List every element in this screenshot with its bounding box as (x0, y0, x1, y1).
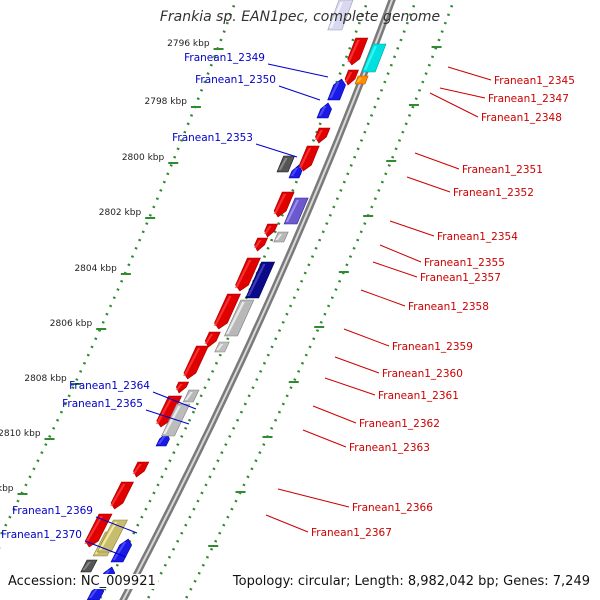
leader-line-plus (372, 261, 418, 278)
gene-Franean1_2355 (263, 223, 279, 238)
leader-line-plus (302, 429, 347, 448)
leader-line-plus (429, 92, 479, 118)
tick-label: 2810 kbp (0, 429, 41, 439)
backbone-layer (119, 0, 396, 600)
tick-label: 2804 kbp (74, 264, 117, 274)
leader-line-minus (95, 516, 138, 534)
gene-navy-a (245, 261, 276, 299)
gene-Franean1_2348 (354, 75, 369, 85)
gene-label-plus: Franean1_2357 (420, 272, 501, 284)
gene-grey-minus-b (80, 559, 98, 573)
leader-line-minus (255, 143, 298, 158)
gene-label-plus: Franean1_2351 (462, 164, 543, 176)
gene-label-plus: Franean1_2355 (424, 257, 505, 269)
tick-label: 2796 kbp (167, 39, 210, 49)
genome-backbone-highlight (122, 0, 394, 600)
gene-label-plus: Franean1_2367 (311, 527, 392, 539)
leader-line-plus (360, 289, 406, 307)
gene-Franean1_2360 (183, 345, 209, 380)
gene-grey-minus-a (276, 155, 296, 173)
gene-label-plus: Franean1_2347 (488, 93, 569, 105)
gene-Franean1_2347 (344, 69, 359, 86)
gene-cyan-a (361, 43, 387, 73)
gene-label-plus: Franean1_2360 (382, 368, 463, 380)
accession-text: Accession: NC_009921 (6, 574, 158, 589)
tick-label: 2802 kbp (99, 208, 142, 218)
gene-Franean1_2369 (110, 538, 133, 563)
label-layer: Franean1_2349 Franean1_2350 Franean1_2353 F… (1, 52, 575, 558)
gene-label-minus: Franean1_2349 (184, 52, 265, 64)
gene-grey-plus-d (182, 389, 200, 403)
leader-line-plus (334, 356, 380, 374)
tick-label: 2800 kbp (122, 153, 165, 163)
gene-grey-plus-c (214, 341, 230, 353)
tick-label: 2812 kbp (0, 484, 14, 494)
gene-Franean1_2354 (283, 197, 309, 225)
gene-lavender-top (327, 0, 354, 31)
leader-line-minus (267, 63, 329, 78)
gene-label-plus: Franean1_2363 (349, 442, 430, 454)
gene-Franean1_2358 (213, 293, 241, 330)
tick-label: 2806 kbp (50, 319, 93, 329)
gene-grey-plus-a (273, 231, 289, 243)
leader-line-plus (414, 152, 460, 170)
gene-label-plus: Franean1_2361 (378, 390, 459, 402)
gene-Franean1_2366 (132, 461, 150, 478)
gene-tan-plus-a (96, 519, 128, 553)
gene-red-e (110, 481, 134, 510)
leader-line-plus (379, 244, 422, 263)
gene-label-plus: Franean1_2362 (359, 418, 440, 430)
leader-line-minus (84, 540, 127, 558)
tick-label: 2798 kbp (145, 97, 188, 107)
gene-Franean1_2352 (298, 145, 320, 172)
gene-Franean1_2345 (347, 37, 369, 66)
feature-layer (80, 0, 387, 600)
leader-line-plus (324, 377, 376, 396)
gene-Franean1_2351 (314, 127, 331, 144)
gene-label-minus: Franean1_2350 (195, 74, 276, 86)
leader-line-plus (439, 87, 486, 99)
tick-layer: 2796 kbp 2798 kbp 2800 kbp 2802 kbp 2804 kbp… (0, 39, 442, 549)
gene-label-minus: Franean1_2369 (12, 505, 93, 517)
gene-Franean1_2353 (288, 164, 303, 179)
gene-label-minus: Franean1_2370 (1, 529, 82, 541)
gene-Franean1_2362 (155, 395, 183, 428)
gene-Franean1_2359 (204, 331, 221, 348)
gene-red-c (273, 191, 295, 218)
tick-label: 2808 kbp (24, 374, 67, 384)
leader-line-minus (152, 391, 197, 410)
gene-label-minus: Franean1_2353 (172, 132, 253, 144)
gene-Franean1_2361 (175, 381, 190, 394)
gene-label-plus: Franean1_2359 (392, 341, 473, 353)
gene-label-minus: Franean1_2364 (69, 380, 150, 392)
gene-label-plus: Franean1_2348 (481, 112, 562, 124)
leader-line-plus (447, 66, 492, 81)
gene-Franean1_2357 (253, 237, 269, 252)
map-title: Frankia sp. EAN1pec, complete genome (159, 9, 441, 25)
gene-label-plus: Franean1_2358 (408, 301, 489, 313)
leader-line-plus (406, 176, 451, 193)
gene-label-plus: Franean1_2354 (437, 231, 518, 243)
gene-label-minus: Franean1_2365 (62, 398, 143, 410)
gene-Franean1_2349 (327, 78, 346, 101)
gene-label-plus: Franean1_2352 (453, 187, 534, 199)
leader-line-plus (312, 405, 357, 424)
gene-Franean1_2350 (316, 102, 332, 119)
leader-line-plus (389, 220, 435, 237)
leader-line-plus (343, 328, 390, 347)
genome-summary-text: Topology: circular; Length: 8,982,042 bp… (230, 574, 592, 589)
gene-label-plus: Franean1_2345 (494, 75, 575, 87)
gene-red-d (234, 257, 261, 292)
gene-grey-plus-b (224, 299, 255, 337)
leader-line-plus (265, 514, 309, 533)
gene-label-plus: Franean1_2366 (352, 502, 433, 514)
leader-line-plus (277, 488, 350, 508)
leader-line-minus (145, 409, 190, 425)
leader-line-minus (278, 85, 321, 101)
